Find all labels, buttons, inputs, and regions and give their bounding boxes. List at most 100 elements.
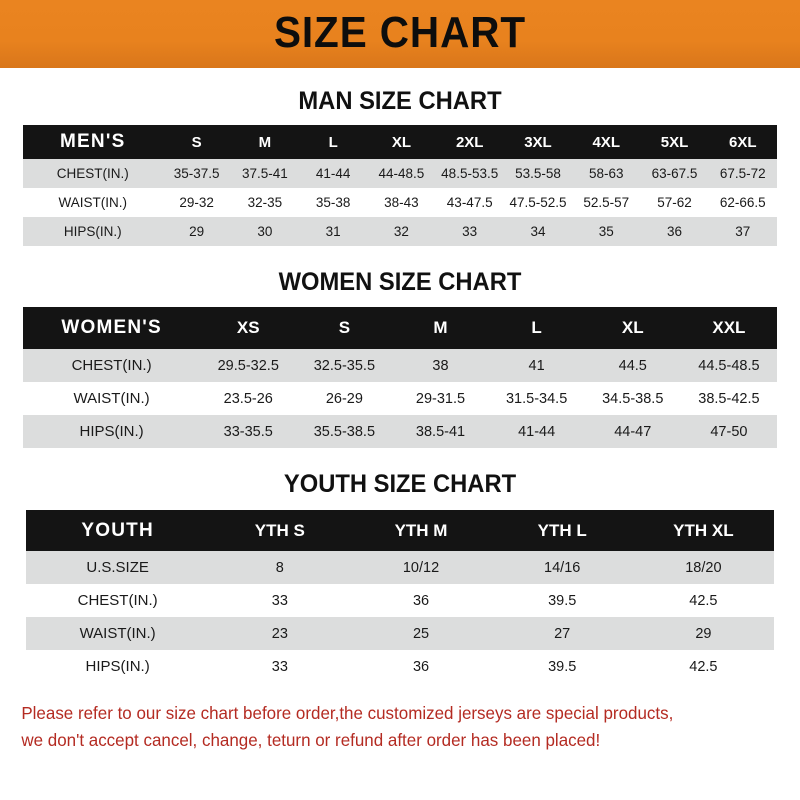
men-cell: 36	[666, 224, 682, 239]
men-cell: 33	[462, 224, 478, 239]
youth-table-wrap: YOUTH YTH S YTH M YTH L YTH XL U.S.SIZE 8 10/1…	[0, 510, 800, 683]
man-section-title: MAN SIZE CHART	[298, 87, 502, 115]
women-size-chart-section: WOMEN SIZE CHART WOMEN'S XS S M L XL XXL CHEST…	[0, 246, 800, 448]
women-size-table: WOMEN'S XS S M L XL XXL CHEST(IN.) 29.5-32.5 32.…	[23, 307, 777, 448]
youth-cell: 27	[554, 625, 571, 642]
youth-column-header: YTH M	[394, 520, 448, 540]
men-cell: 35-37.5	[173, 166, 220, 181]
youth-row-label: WAIST(IN.)	[79, 625, 156, 642]
youth-cell: 25	[412, 625, 430, 642]
youth-cell: 14/16	[544, 559, 581, 576]
youth-cell: 42.5	[689, 658, 718, 675]
women-column-header: XXL	[712, 318, 746, 337]
women-row-label: HIPS(IN.)	[79, 423, 144, 440]
women-cell: 26-29	[325, 390, 363, 407]
men-table-row: CHEST(IN.) 35-37.5 37.5-41 41-44 44-48.5 48.5…	[23, 159, 777, 188]
men-cell: 29	[189, 224, 205, 239]
men-cell: 48.5-53.5	[441, 166, 499, 181]
men-cell: 43-47.5	[446, 195, 493, 210]
men-cell: 58-63	[588, 166, 624, 181]
youth-cell: 36	[412, 658, 430, 675]
men-cell: 47.5-52.5	[509, 195, 567, 210]
women-cell: 35.5-38.5	[313, 423, 376, 440]
women-cell: 41	[528, 357, 545, 374]
men-column-header: 3XL	[524, 133, 552, 151]
men-cell: 44-48.5	[378, 166, 425, 181]
men-cell: 62-66.5	[719, 195, 766, 210]
youth-cell: 10/12	[402, 559, 440, 576]
youth-table-body: U.S.SIZE 8 10/12 14/16 18/20 CHEST(IN.) 33 36 39…	[26, 551, 774, 683]
men-cell: 67.5-72	[719, 166, 766, 181]
youth-row-label: HIPS(IN.)	[85, 658, 150, 675]
women-cell: 34.5-38.5	[602, 390, 664, 407]
youth-table-row: CHEST(IN.) 33 36 39.5 42.5	[26, 584, 774, 617]
women-column-header: XL	[621, 318, 644, 337]
order-disclaimer: Please refer to our size chart before or…	[0, 700, 776, 754]
men-cell: 37.5-41	[242, 166, 288, 181]
disclaimer-line-2: we don't accept cancel, change, teturn o…	[21, 730, 601, 751]
men-cell: 53.5-58	[515, 166, 561, 181]
youth-size-chart-section: YOUTH SIZE CHART YOUTH YTH S YTH M YTH L YTH…	[0, 448, 800, 683]
youth-cell: 18/20	[685, 559, 722, 576]
men-table-row: WAIST(IN.) 29-32 32-35 35-38 38-43 43-47.5 47.…	[23, 188, 777, 217]
youth-row-label: U.S.SIZE	[86, 559, 149, 576]
man-size-chart-section: MAN SIZE CHART MEN'S S M L XL 2XL 3XL 4XL 5XL 6XL…	[0, 68, 800, 246]
men-corner-label: MEN'S	[60, 131, 126, 152]
youth-cell: 23	[271, 625, 288, 642]
men-row-label: CHEST(IN.)	[56, 166, 129, 181]
youth-cell: 33	[271, 658, 288, 675]
women-table-row: HIPS(IN.) 33-35.5 35.5-38.5 38.5-41 41-44 44-…	[23, 415, 777, 448]
women-cell: 44.5-48.5	[698, 357, 760, 374]
women-row-label: WAIST(IN.)	[73, 390, 150, 407]
page-title: SIZE CHART	[273, 8, 527, 57]
men-column-header: 4XL	[592, 133, 620, 151]
youth-table-header: YOUTH YTH S YTH M YTH L YTH XL	[26, 510, 774, 551]
page-banner: SIZE CHART	[0, 0, 800, 68]
men-cell: 52.5-57	[583, 195, 630, 210]
women-column-header: L	[531, 318, 542, 337]
youth-table-row: U.S.SIZE 8 10/12 14/16 18/20	[26, 551, 774, 584]
women-cell: 23.5-26	[223, 390, 273, 407]
women-column-header: M	[433, 318, 448, 337]
women-cell: 41-44	[518, 423, 556, 440]
men-row-label: WAIST(IN.)	[58, 195, 128, 210]
women-table-header: WOMEN'S XS S M L XL XXL	[23, 307, 777, 349]
women-cell: 33-35.5	[223, 423, 273, 440]
men-size-table: MEN'S S M L XL 2XL 3XL 4XL 5XL 6XL CHEST(IN.) 35-3…	[23, 125, 777, 246]
women-cell: 29.5-32.5	[217, 357, 279, 374]
women-row-label: CHEST(IN.)	[71, 357, 152, 374]
men-cell: 57-62	[657, 195, 692, 210]
men-cell: 31	[325, 224, 341, 239]
men-column-header: 6XL	[729, 133, 757, 151]
women-cell: 38.5-41	[415, 423, 466, 440]
men-table-header: MEN'S S M L XL 2XL 3XL 4XL 5XL 6XL	[23, 125, 777, 159]
men-cell: 37	[735, 224, 751, 239]
men-cell: 30	[257, 224, 273, 239]
men-cell: 29-32	[179, 195, 214, 210]
youth-column-header: YTH L	[537, 520, 587, 540]
man-table-wrap: MEN'S S M L XL 2XL 3XL 4XL 5XL 6XL CHEST(IN.) 35-3…	[0, 125, 800, 246]
women-cell: 44.5	[618, 357, 647, 374]
youth-size-table: YOUTH YTH S YTH M YTH L YTH XL U.S.SIZE 8 10/1…	[26, 510, 774, 683]
men-column-header: M	[258, 133, 272, 151]
men-column-header: S	[191, 133, 202, 151]
disclaimer-line-1: Please refer to our size chart before or…	[21, 703, 674, 723]
women-column-header: XS	[236, 318, 260, 337]
women-table-row: WAIST(IN.) 23.5-26 26-29 29-31.5 31.5-34.5 34…	[23, 382, 777, 415]
youth-cell: 42.5	[689, 592, 718, 609]
men-cell: 41-44	[315, 166, 351, 181]
women-cell: 29-31.5	[415, 390, 466, 407]
women-cell: 32.5-35.5	[313, 357, 376, 374]
youth-cell: 33	[271, 592, 288, 609]
women-table-wrap: WOMEN'S XS S M L XL XXL CHEST(IN.) 29.5-32.5 32.…	[0, 307, 800, 448]
youth-corner-label: YOUTH	[81, 519, 154, 541]
men-cell: 35	[598, 224, 614, 239]
men-cell: 32	[393, 224, 409, 239]
women-section-title: WOMEN SIZE CHART	[278, 268, 522, 296]
men-column-header: 5XL	[660, 133, 689, 151]
men-header-row: MEN'S S M L XL 2XL 3XL 4XL 5XL 6XL	[23, 125, 777, 159]
youth-section-title: YOUTH SIZE CHART	[283, 470, 517, 498]
women-corner-label: WOMEN'S	[61, 317, 162, 338]
men-cell: 35-38	[315, 195, 351, 210]
